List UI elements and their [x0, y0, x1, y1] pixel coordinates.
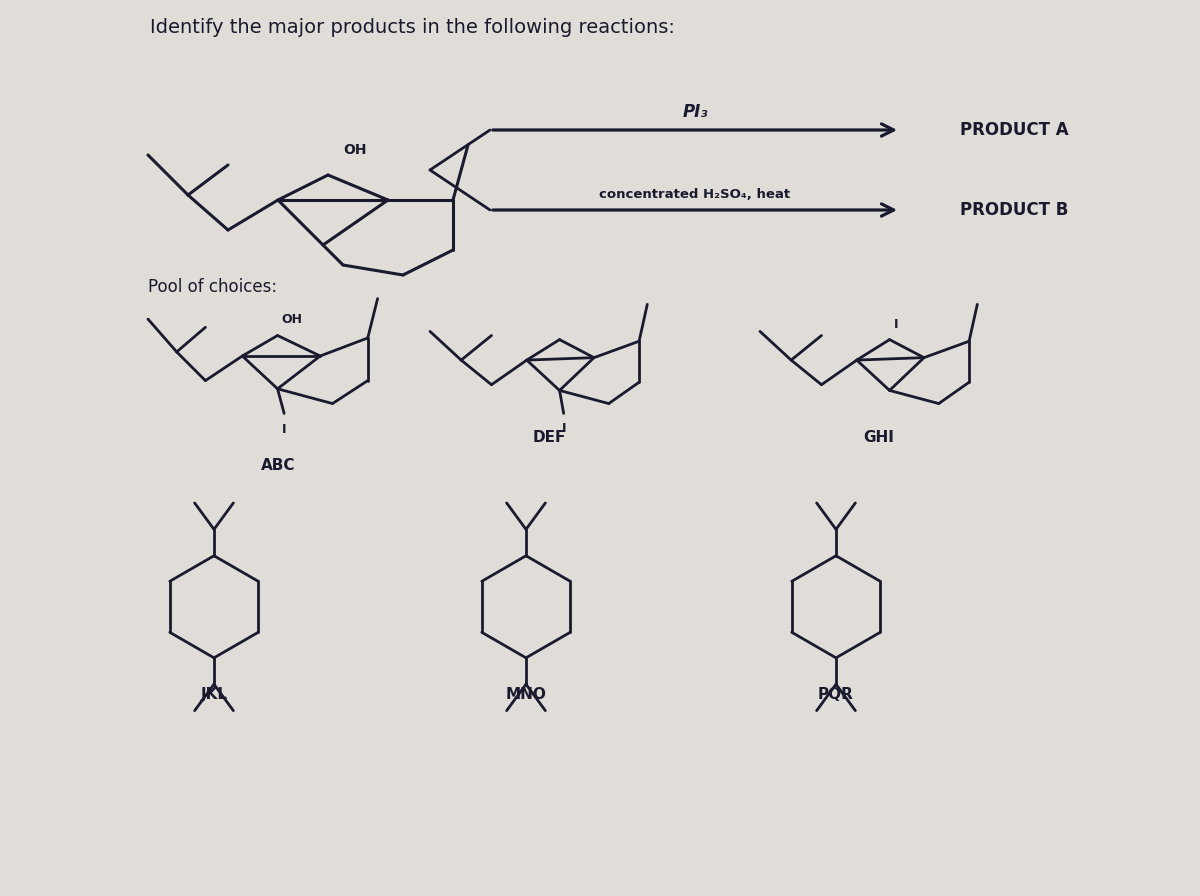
- Text: I: I: [894, 318, 898, 332]
- Text: concentrated H₂SO₄, heat: concentrated H₂SO₄, heat: [600, 188, 791, 202]
- Text: GHI: GHI: [864, 430, 894, 445]
- Text: I: I: [562, 422, 566, 435]
- Text: I: I: [282, 423, 287, 436]
- Text: PRODUCT A: PRODUCT A: [960, 121, 1069, 139]
- Text: OH: OH: [282, 313, 302, 325]
- Text: Pool of choices:: Pool of choices:: [148, 278, 277, 296]
- Text: DEF: DEF: [533, 430, 565, 445]
- Text: PQR: PQR: [818, 687, 854, 702]
- Text: JKL: JKL: [200, 687, 228, 702]
- Text: PI₃: PI₃: [683, 103, 708, 121]
- Text: Identify the major products in the following reactions:: Identify the major products in the follo…: [150, 18, 674, 37]
- Text: OH: OH: [343, 143, 366, 157]
- Text: ABC: ABC: [260, 458, 295, 472]
- Text: MNO: MNO: [505, 687, 546, 702]
- Text: PRODUCT B: PRODUCT B: [960, 201, 1068, 219]
